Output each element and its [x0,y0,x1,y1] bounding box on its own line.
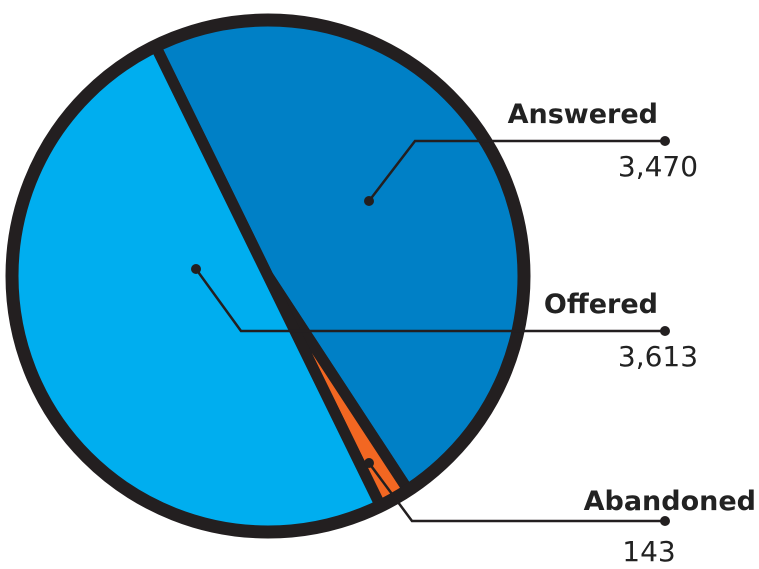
slice-value-answered: 3,470 [618,150,698,183]
slice-label-offered: Offered [544,289,658,320]
leader-start-dot-abandoned [364,458,374,468]
leader-end-dot-offered [660,326,670,336]
leader-end-dot-answered [660,136,670,146]
slice-value-abandoned: 143 [622,535,675,568]
leader-end-dot-abandoned [660,516,670,526]
pie-slices [12,20,524,532]
slice-value-offered: 3,613 [618,340,698,373]
leader-start-dot-offered [191,264,201,274]
slice-label-answered: Answered [508,99,658,130]
leader-start-dot-answered [364,196,374,206]
slice-label-abandoned: Abandoned [584,486,756,517]
